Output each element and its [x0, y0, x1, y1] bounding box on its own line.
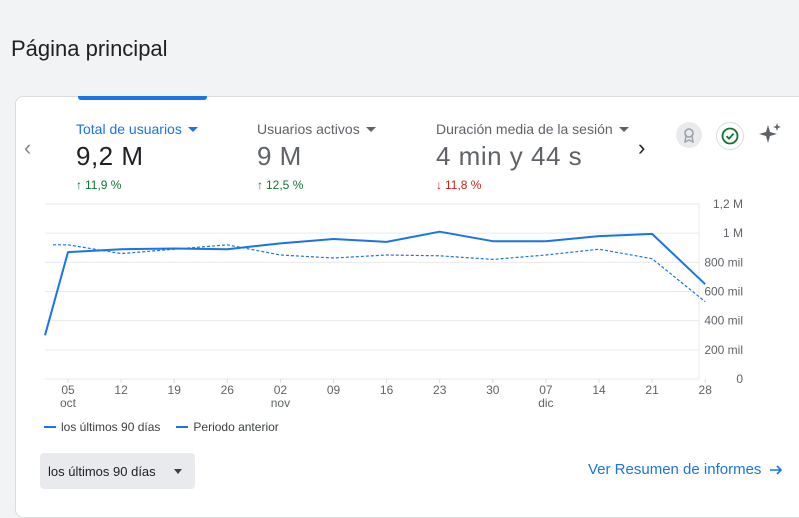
x-tick-month-label: oct [60, 396, 77, 410]
x-tick-label: 14 [592, 383, 606, 397]
metric-label: Total de usuarios [76, 121, 182, 137]
x-tick-label: 28 [699, 383, 713, 397]
legend-label-current: los últimos 90 días [61, 420, 161, 434]
chevron-down-icon [173, 468, 182, 474]
metric-value: 9 M [257, 141, 302, 171]
y-tick-label: 200 mil [704, 343, 743, 357]
y-tick-label: 800 mil [704, 255, 743, 269]
chevron-left-icon[interactable]: ‹ [24, 135, 32, 160]
metric-delta: 11,9 % [85, 178, 122, 192]
legend-label-previous: Periodo anterior [193, 420, 279, 434]
date-range-select[interactable]: los últimos 90 días [40, 453, 195, 489]
x-tick-label: 26 [221, 383, 235, 397]
metric-value: 9,2 M [76, 141, 144, 171]
sparkle-icon[interactable] [758, 121, 784, 147]
x-tick-label: 23 [433, 383, 447, 397]
y-tick-label: 400 mil [704, 314, 743, 328]
series-line-current [44, 230, 706, 336]
x-tick-label: 09 [327, 383, 341, 397]
x-tick-label: 30 [486, 383, 500, 397]
summary-card: ‹ Total de usuarios 9,2 M ↑ 11,9 % Usuari… [15, 96, 799, 518]
x-tick-month-label: nov [271, 396, 290, 410]
metric-delta: 11,8 % [445, 178, 482, 192]
arrow-down-icon: ↓ [436, 178, 442, 192]
x-tick-label: 12 [114, 383, 128, 397]
y-tick-label: 600 mil [704, 285, 743, 299]
x-tick-label: 21 [645, 383, 659, 397]
arrow-right-icon [770, 464, 783, 475]
chart-legend: los últimos 90 días Periodo anterior [44, 420, 279, 434]
chevron-down-icon [187, 126, 198, 132]
metric-active-users[interactable]: Usuarios activos 9 M ↑ 12,5 % [257, 121, 376, 192]
date-range-label: los últimos 90 días [48, 463, 156, 479]
x-tick-label: 07 [539, 383, 553, 397]
users-line-chart: 1,2 M 1 M 800 mil 600 mil 400 mil 200 mil 0 05o… [44, 197, 743, 410]
insights-icon[interactable] [676, 122, 702, 148]
x-tick-month-label: dic [538, 396, 553, 410]
metric-total-users[interactable]: Total de usuarios 9,2 M ↑ 11,9 % [76, 121, 198, 192]
legend-swatch-previous [176, 426, 189, 428]
x-tick-label: 16 [380, 383, 394, 397]
view-reports-label: Ver Resumen de informes [588, 461, 762, 478]
series-line-previous [53, 244, 706, 303]
chevron-down-icon [365, 126, 376, 132]
y-tick-label: 0 [736, 372, 743, 386]
metric-delta: 12,5 % [266, 178, 304, 192]
active-tab-indicator [78, 96, 207, 100]
metric-avg-session-duration[interactable]: Duración media de la sesión 4 min y 44 s… [436, 121, 629, 192]
arrow-up-icon: ↑ [76, 178, 82, 192]
chevron-down-icon [618, 126, 629, 132]
x-tick-label: 19 [168, 383, 182, 397]
x-tick-label: 02 [274, 383, 288, 397]
metric-label: Usuarios activos [257, 121, 360, 137]
arrow-up-icon: ↑ [257, 178, 263, 192]
page-title: Página principal [11, 36, 168, 61]
view-reports-link[interactable]: Ver Resumen de informes [588, 461, 783, 478]
x-tick-label: 05 [61, 383, 75, 397]
metric-label: Duración media de la sesión [436, 121, 613, 137]
check-circle-icon[interactable] [716, 122, 744, 150]
legend-swatch-current [44, 426, 56, 428]
y-tick-label: 1 M [723, 226, 743, 240]
y-tick-label: 1,2 M [713, 197, 743, 211]
chevron-right-icon[interactable]: › [638, 135, 646, 160]
metric-value: 4 min y 44 s [436, 141, 583, 171]
